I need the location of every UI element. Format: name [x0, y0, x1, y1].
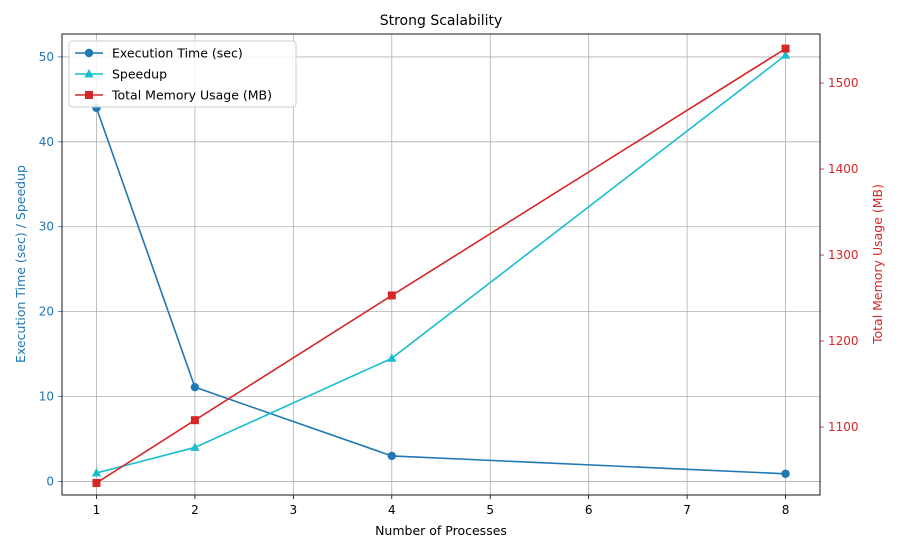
chart-title: Strong Scalability	[380, 13, 503, 29]
data-point	[387, 353, 397, 362]
legend-item: Execution Time (sec)	[75, 46, 243, 61]
x-tick-label: 1	[93, 503, 101, 517]
x-tick-label: 3	[290, 503, 298, 517]
data-point	[84, 48, 94, 58]
right-y-tick-label: 1400	[828, 162, 859, 176]
left-y-axis-label: Execution Time (sec) / Speedup	[13, 165, 28, 363]
series-line	[96, 54, 787, 474]
left-y-tick-label: 0	[46, 474, 54, 488]
data-point	[91, 467, 102, 477]
data-point	[190, 382, 200, 392]
series-speedup	[91, 50, 791, 477]
series-line	[95, 107, 786, 475]
legend-box	[68, 40, 297, 108]
legend-label: Total Memory Usage (MB)	[111, 88, 272, 103]
x-tick-label: 2	[191, 503, 199, 517]
x-tick-label: 7	[683, 503, 691, 517]
data-point	[190, 416, 199, 425]
data-point	[781, 44, 790, 53]
x-tick-label: 5	[486, 503, 494, 517]
x-tick-label: 4	[388, 503, 396, 517]
right-y-tick-label: 1200	[828, 334, 859, 348]
data-point	[190, 442, 200, 451]
left-y-tick-label: 20	[39, 305, 54, 319]
right-y-axis-label: Total Memory Usage (MB)	[870, 184, 885, 345]
legend-label: Speedup	[112, 67, 167, 82]
series-total-memory-usage-mb	[92, 44, 790, 487]
legend-item: Speedup	[75, 67, 167, 82]
legend-item: Total Memory Usage (MB)	[75, 88, 272, 103]
right-y-tick-label: 1300	[828, 248, 859, 262]
ticks: 1 2 3 4 5 6 7 8 0 10 20 30 40 50 1100 1200 1300 1400 1500	[39, 50, 859, 517]
x-axis-label: Number of Processes	[375, 523, 507, 538]
legend: Execution Time (sec) Speedup Total Memory …	[68, 40, 297, 108]
left-y-tick-label: 10	[39, 390, 54, 404]
left-y-tick-label: 50	[39, 50, 54, 64]
left-y-tick-label: 30	[39, 220, 54, 234]
x-tick-label: 6	[585, 503, 593, 517]
data-point	[387, 291, 396, 300]
data-point	[781, 469, 790, 478]
right-y-tick-label: 1100	[828, 420, 859, 434]
left-y-tick-label: 40	[39, 135, 54, 149]
x-tick-label: 8	[782, 503, 790, 517]
data-point	[84, 69, 94, 78]
grid	[62, 34, 820, 495]
data-point	[780, 50, 791, 59]
series-line	[96, 47, 786, 484]
data-point	[92, 478, 101, 487]
right-y-tick-label: 1500	[828, 76, 859, 90]
legend-label: Execution Time (sec)	[112, 46, 243, 61]
plot-frame	[61, 33, 821, 496]
data-point	[85, 91, 93, 99]
data-point	[387, 451, 396, 461]
